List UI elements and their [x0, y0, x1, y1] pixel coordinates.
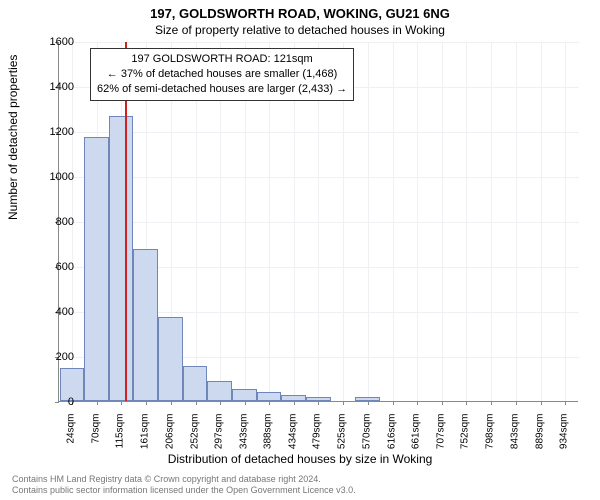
footer-line-2: Contains public sector information licen… — [12, 485, 356, 496]
histogram-bar — [281, 395, 306, 401]
histogram-bar — [257, 392, 282, 401]
y-tick-label: 600 — [34, 261, 74, 273]
x-tick-mark — [245, 401, 246, 405]
y-tick-label: 1600 — [34, 36, 74, 48]
gridline-v — [565, 42, 566, 402]
x-tick-mark — [294, 401, 295, 405]
gridline-v — [491, 42, 492, 402]
x-tick-mark — [121, 401, 122, 405]
x-tick-mark — [516, 401, 517, 405]
gridline-v — [516, 42, 517, 402]
histogram-bar — [109, 116, 134, 401]
x-tick-mark — [171, 401, 172, 405]
histogram-bar — [183, 366, 208, 401]
y-tick-label: 1000 — [34, 171, 74, 183]
histogram-bar — [355, 397, 380, 402]
x-tick-mark — [196, 401, 197, 405]
y-axis-title: Number of detached properties — [6, 55, 20, 220]
gridline-v — [442, 42, 443, 402]
x-tick-mark — [343, 401, 344, 405]
annotation-line-1: 197 GOLDSWORTH ROAD: 121sqm — [97, 52, 347, 67]
x-axis-title: Distribution of detached houses by size … — [0, 452, 600, 466]
x-tick-mark — [318, 401, 319, 405]
y-tick-label: 200 — [34, 351, 74, 363]
annotation-line-3: 62% of semi-detached houses are larger (… — [97, 82, 347, 97]
chart-container: 197, GOLDSWORTH ROAD, WOKING, GU21 6NG S… — [0, 0, 600, 500]
gridline-v — [541, 42, 542, 402]
histogram-bar — [232, 389, 257, 401]
x-tick-mark — [146, 401, 147, 405]
footer-line-1: Contains HM Land Registry data © Crown c… — [12, 474, 356, 485]
histogram-bar — [158, 317, 183, 401]
x-tick-mark — [541, 401, 542, 405]
x-tick-mark — [368, 401, 369, 405]
chart-title-main: 197, GOLDSWORTH ROAD, WOKING, GU21 6NG — [0, 0, 600, 21]
gridline-v — [368, 42, 369, 402]
chart-plot-area: 197 GOLDSWORTH ROAD: 121sqm ← 37% of det… — [58, 42, 578, 402]
x-tick-mark — [220, 401, 221, 405]
x-tick-mark — [491, 401, 492, 405]
y-tick-label: 800 — [34, 216, 74, 228]
gridline-v — [417, 42, 418, 402]
histogram-bar — [306, 397, 331, 402]
x-tick-mark — [417, 401, 418, 405]
chart-title-sub: Size of property relative to detached ho… — [0, 21, 600, 37]
x-tick-mark — [442, 401, 443, 405]
y-tick-label: 400 — [34, 306, 74, 318]
y-tick-label: 1400 — [34, 81, 74, 93]
x-tick-mark — [466, 401, 467, 405]
x-tick-mark — [269, 401, 270, 405]
histogram-bar — [207, 381, 232, 401]
gridline-v — [466, 42, 467, 402]
y-tick-label: 1200 — [34, 126, 74, 138]
footer-attribution: Contains HM Land Registry data © Crown c… — [12, 474, 356, 496]
property-annotation: 197 GOLDSWORTH ROAD: 121sqm ← 37% of det… — [90, 48, 354, 101]
annotation-line-2: ← 37% of detached houses are smaller (1,… — [97, 67, 347, 82]
histogram-bar — [133, 249, 158, 401]
histogram-bar — [84, 137, 109, 401]
x-tick-mark — [393, 401, 394, 405]
x-tick-mark — [565, 401, 566, 405]
gridline-v — [393, 42, 394, 402]
y-tick-label: 0 — [34, 396, 74, 408]
x-tick-mark — [97, 401, 98, 405]
